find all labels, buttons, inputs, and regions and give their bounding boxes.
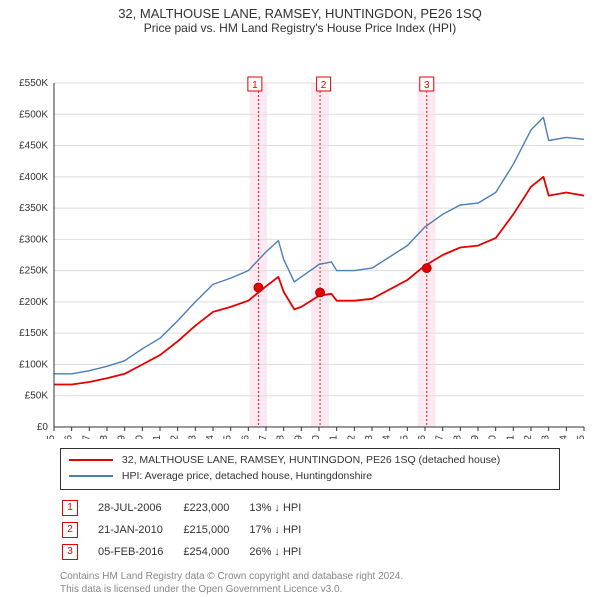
svg-text:2007: 2007 [258, 435, 269, 439]
sale-price: £223,000 [183, 498, 247, 518]
svg-text:£250K: £250K [19, 266, 48, 277]
svg-text:2017: 2017 [435, 435, 446, 439]
svg-text:2010: 2010 [311, 435, 322, 439]
svg-text:2001: 2001 [152, 435, 163, 439]
legend-label-property: 32, MALTHOUSE LANE, RAMSEY, HUNTINGDON, … [122, 454, 500, 466]
legend-line-hpi [69, 475, 113, 477]
legend-item-hpi: HPI: Average price, detached house, Hunt… [69, 469, 551, 485]
svg-text:2002: 2002 [170, 435, 181, 439]
footer: Contains HM Land Registry data © Crown c… [60, 570, 560, 597]
chart-subtitle: Price paid vs. HM Land Registry's House … [0, 21, 600, 39]
sale-marker-3: 3 [62, 544, 78, 560]
svg-text:£100K: £100K [19, 359, 48, 370]
svg-text:1996: 1996 [64, 435, 75, 439]
svg-text:2009: 2009 [293, 435, 304, 439]
legend-label-hpi: HPI: Average price, detached house, Hunt… [122, 470, 372, 482]
svg-text:2023: 2023 [541, 435, 552, 439]
svg-text:1999: 1999 [117, 435, 128, 439]
svg-text:2016: 2016 [417, 435, 428, 439]
svg-text:2019: 2019 [470, 435, 481, 439]
legend-box: 32, MALTHOUSE LANE, RAMSEY, HUNTINGDON, … [60, 448, 560, 490]
svg-text:£50K: £50K [25, 391, 49, 402]
svg-text:2024: 2024 [558, 435, 569, 439]
sale-delta: 13% ↓ HPI [249, 498, 319, 518]
svg-text:3: 3 [424, 80, 430, 91]
svg-text:£300K: £300K [19, 234, 48, 245]
sales-table: 1 28-JUL-2006 £223,000 13% ↓ HPI 2 21-JA… [60, 496, 321, 564]
svg-text:2014: 2014 [382, 435, 393, 439]
legend-line-property [69, 459, 113, 461]
svg-text:£0: £0 [37, 422, 49, 433]
table-row: 2 21-JAN-2010 £215,000 17% ↓ HPI [62, 520, 319, 540]
svg-text:2013: 2013 [364, 435, 375, 439]
svg-text:2008: 2008 [276, 435, 287, 439]
svg-text:2020: 2020 [488, 435, 499, 439]
svg-text:2011: 2011 [329, 435, 340, 439]
table-row: 1 28-JUL-2006 £223,000 13% ↓ HPI [62, 498, 319, 518]
svg-text:£400K: £400K [19, 172, 48, 183]
sale-marker-2: 2 [62, 522, 78, 538]
sale-delta: 26% ↓ HPI [249, 542, 319, 562]
svg-text:2006: 2006 [240, 435, 251, 439]
sale-price: £215,000 [183, 520, 247, 540]
svg-text:2025: 2025 [576, 435, 587, 439]
svg-text:2022: 2022 [523, 435, 534, 439]
svg-text:2018: 2018 [452, 435, 463, 439]
svg-text:£350K: £350K [19, 203, 48, 214]
table-row: 3 05-FEB-2016 £254,000 26% ↓ HPI [62, 542, 319, 562]
sale-date: 05-FEB-2016 [98, 542, 181, 562]
svg-text:£150K: £150K [19, 328, 48, 339]
svg-text:£450K: £450K [19, 141, 48, 152]
svg-text:2012: 2012 [346, 435, 357, 439]
sale-delta: 17% ↓ HPI [249, 520, 319, 540]
svg-text:2004: 2004 [205, 435, 216, 439]
sale-date: 21-JAN-2010 [98, 520, 181, 540]
svg-text:2005: 2005 [223, 435, 234, 439]
price-chart: £0 £50K £100K £150K £200K £250K £300K £350K £400… [0, 39, 600, 439]
legend-item-property: 32, MALTHOUSE LANE, RAMSEY, HUNTINGDON, … [69, 453, 551, 469]
svg-text:1: 1 [252, 80, 258, 91]
svg-text:2000: 2000 [134, 435, 145, 439]
svg-text:£550K: £550K [19, 78, 48, 89]
svg-text:1995: 1995 [46, 435, 57, 439]
svg-text:£500K: £500K [19, 109, 48, 120]
svg-text:£200K: £200K [19, 297, 48, 308]
svg-text:1998: 1998 [99, 435, 110, 439]
svg-text:2015: 2015 [399, 435, 410, 439]
chart-title: 32, MALTHOUSE LANE, RAMSEY, HUNTINGDON, … [0, 0, 600, 21]
svg-text:2021: 2021 [505, 435, 516, 439]
sale-date: 28-JUL-2006 [98, 498, 181, 518]
sale-price: £254,000 [183, 542, 247, 562]
svg-text:2003: 2003 [187, 435, 198, 439]
footer-line: Contains HM Land Registry data © Crown c… [60, 570, 560, 584]
svg-text:2: 2 [321, 80, 327, 91]
sale-marker-1: 1 [62, 500, 78, 516]
chart-container: { "title": "32, MALTHOUSE LANE, RAMSEY, … [0, 0, 600, 590]
svg-text:1997: 1997 [81, 435, 92, 439]
